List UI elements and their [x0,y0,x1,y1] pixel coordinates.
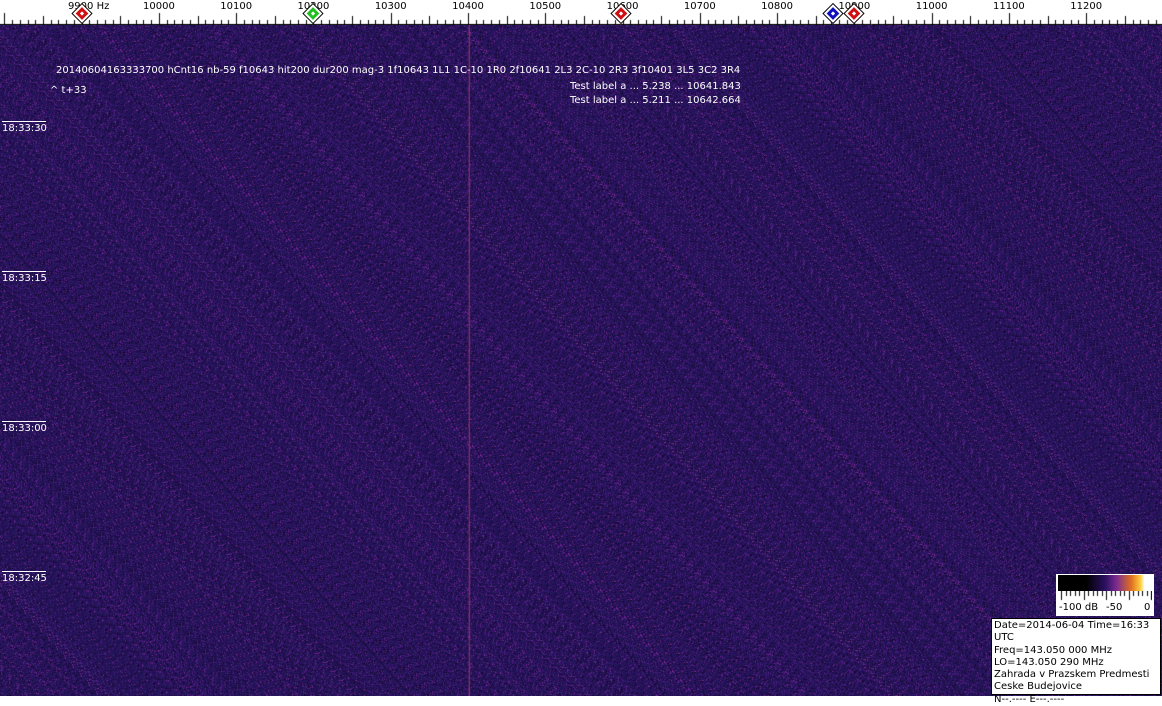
time-label: 18:33:30 [2,121,47,134]
detection-info-line: 20140604163333700 hCnt16 nb-59 f10643 hi… [56,65,741,76]
info-box: Date=2014-06-04 Time=16:33 UTC Freq=143.… [991,618,1161,705]
test-label: Test label a ... 5.211 ... 10642.664 [570,95,741,106]
frequency-tick-label: 10000 [143,1,175,12]
color-scale-bar: -100 dB -50 0 [1056,574,1154,616]
info-frequency: Freq=143.050 000 MHz [994,644,1112,656]
waterfall-display[interactable] [0,25,1162,696]
color-gradient [1058,575,1152,591]
frequency-tick-label: 11200 [1070,1,1103,12]
frequency-tick-label: 10700 [683,1,716,12]
frequency-tick-label: 11100 [992,1,1025,12]
color-scale-label: 0 [1144,602,1151,613]
test-label: Test label a ... 5.238 ... 10641.843 [570,81,741,92]
time-offset-label: ^ t+33 [50,85,87,96]
time-label: 18:32:45 [2,571,47,584]
ruler-ticks [0,0,1162,25]
info-location: Zahrada v Prazskem Predmesti [994,669,1150,681]
time-label: 18:33:00 [2,421,47,434]
frequency-tick-label: 10500 [529,1,562,12]
color-scale-label: -50 [1106,602,1123,613]
time-label: 18:33:15 [2,271,47,284]
frequency-tick-label: 10400 [452,1,484,12]
frequency-tick-label: 9900 Hz [67,1,110,12]
color-scale-label: -100 dB [1059,602,1099,613]
info-lo: LO=143.050 290 MHz [994,656,1104,668]
info-city: Ceske Budejovice [994,681,1083,693]
frequency-tick-label: 11000 [915,1,948,12]
frequency-tick-label: 10300 [374,1,407,12]
frequency-tick-label: 10800 [761,1,793,12]
color-scale-ticks [1058,591,1152,601]
frequency-ruler[interactable]: 9900 Hz100001010010200103001040010500106… [0,0,1162,25]
frequency-tick-label: 10100 [220,1,253,12]
info-date-time: Date=2014-06-04 Time=16:33 UTC [994,620,1150,644]
